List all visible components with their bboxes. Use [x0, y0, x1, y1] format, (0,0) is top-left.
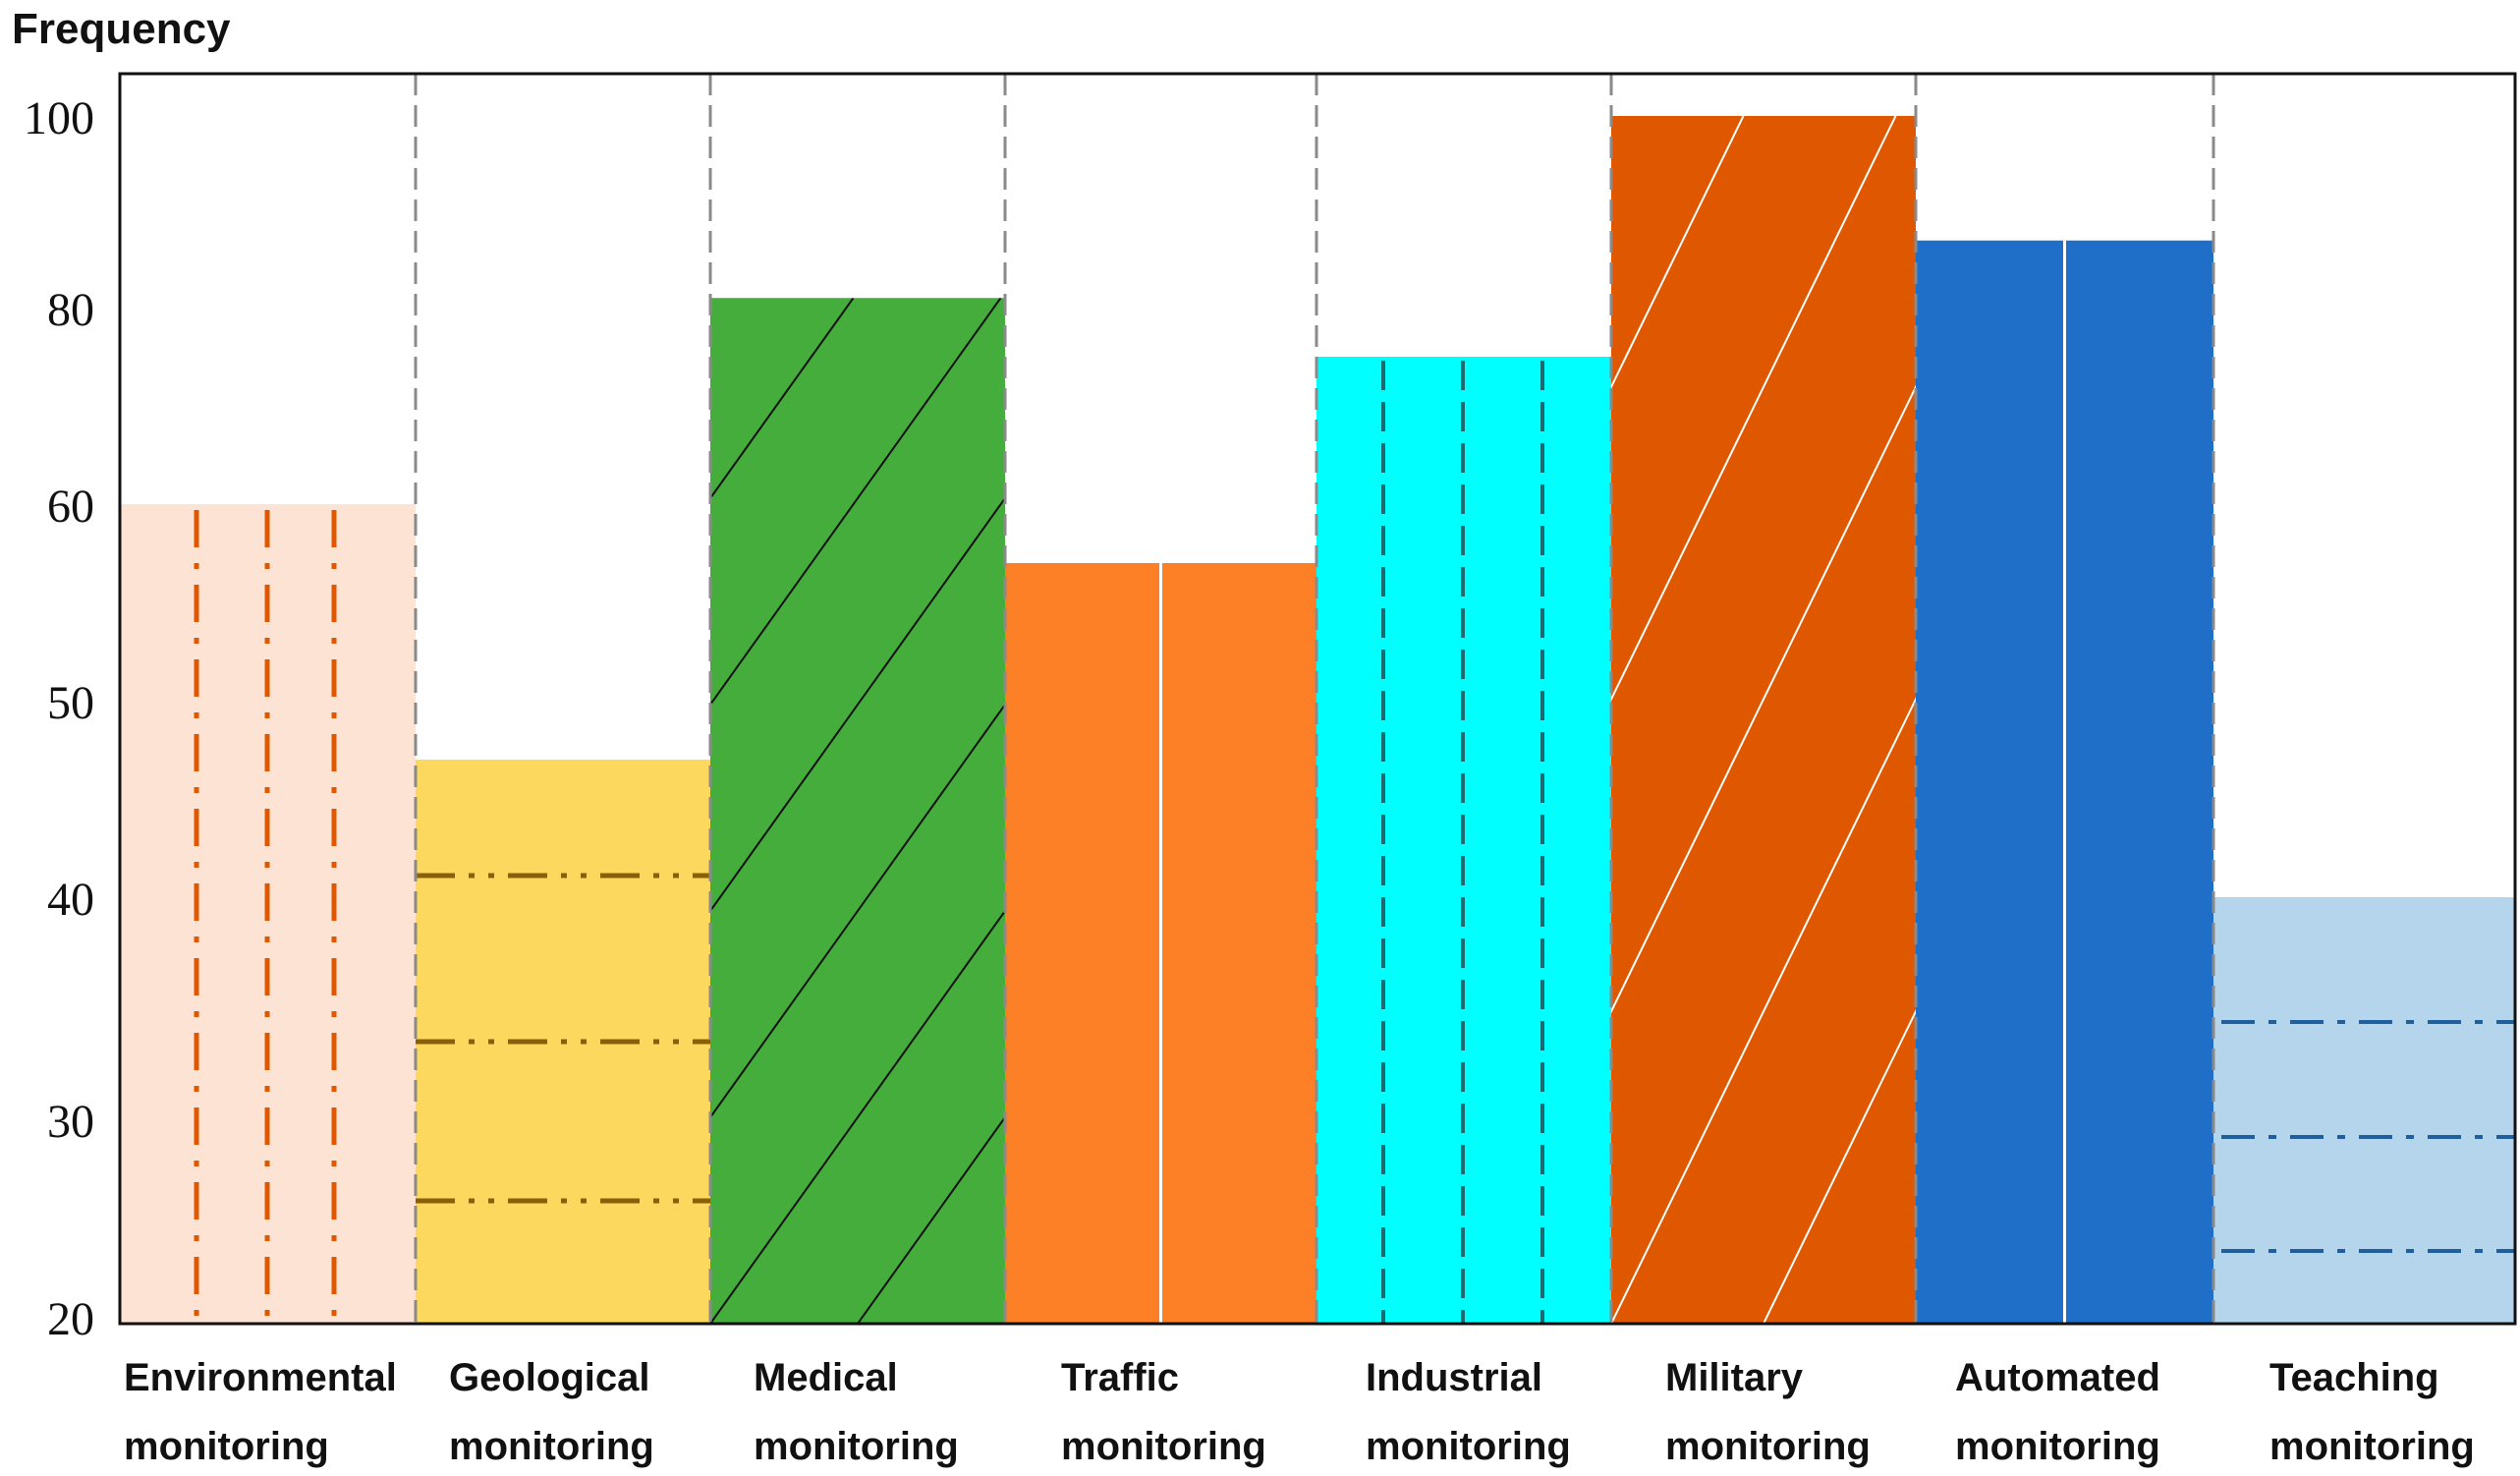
bar-pattern-group [1611, 116, 1916, 1324]
category-label-line: Traffic [1061, 1356, 1179, 1399]
category-label-line: monitoring [449, 1425, 654, 1468]
bar-pattern-line [1611, 116, 1745, 390]
bar [2213, 897, 2515, 1324]
category-label: Medical monitoring [754, 1356, 959, 1468]
bar-pattern-group [0, 298, 1005, 1324]
y-tick-label: 30 [47, 1096, 94, 1148]
category-label-line: monitoring [1366, 1425, 1571, 1468]
y-tick-label: 100 [24, 92, 94, 144]
category-label: Traffic monitoring [1061, 1356, 1266, 1468]
bar-pattern-line [710, 298, 1002, 707]
category-label-line: monitoring [2269, 1425, 2475, 1468]
y-tick-label: 80 [47, 284, 94, 336]
plot-frame [118, 72, 2517, 1326]
bar-pattern-line [710, 909, 1005, 1324]
bar-pattern-line [710, 703, 1005, 1119]
category-label-line: Environmental [124, 1356, 397, 1399]
y-tick-label: 40 [47, 874, 94, 926]
category-label: Geological monitoring [449, 1356, 654, 1468]
bar-pattern-line [1763, 1008, 1916, 1324]
category-label-line: monitoring [1955, 1425, 2160, 1468]
bar-pattern-line [710, 298, 855, 500]
y-tick-label: 50 [47, 677, 94, 729]
category-label: Military monitoring [1665, 1356, 1871, 1468]
bar-pattern-line [1611, 116, 1897, 702]
category-label: Industrial monitoring [1366, 1356, 1571, 1468]
category-label-line: Geological [449, 1356, 650, 1399]
category-label-line: Military [1665, 1356, 1804, 1399]
bar [1611, 116, 1916, 1324]
bar-pattern-line [857, 1115, 1005, 1324]
bar [710, 298, 1005, 1324]
category-label-line: Teaching [2269, 1356, 2439, 1399]
category-label-line: monitoring [124, 1425, 329, 1468]
category-label-line: monitoring [1665, 1425, 1871, 1468]
bar-pattern-line [1611, 697, 1916, 1324]
bar-pattern-line [710, 496, 1005, 913]
category-label-line: Industrial [1366, 1356, 1542, 1399]
bar-pattern-line [0, 298, 117, 1324]
y-tick-label: 60 [47, 481, 94, 533]
category-label-line: monitoring [1061, 1425, 1266, 1468]
category-label: Environmental monitoring [124, 1356, 397, 1468]
category-label: Automated monitoring [1955, 1356, 2160, 1468]
y-axis-label: Frequency [12, 5, 231, 53]
category-label-line: Automated [1955, 1356, 2160, 1399]
category-label-line: Medical [754, 1356, 898, 1399]
bar-pattern-line [1611, 384, 1916, 1014]
category-label: Teaching monitoring [2269, 1356, 2475, 1468]
y-tick-label: 20 [47, 1293, 94, 1345]
category-label-line: monitoring [754, 1425, 959, 1468]
